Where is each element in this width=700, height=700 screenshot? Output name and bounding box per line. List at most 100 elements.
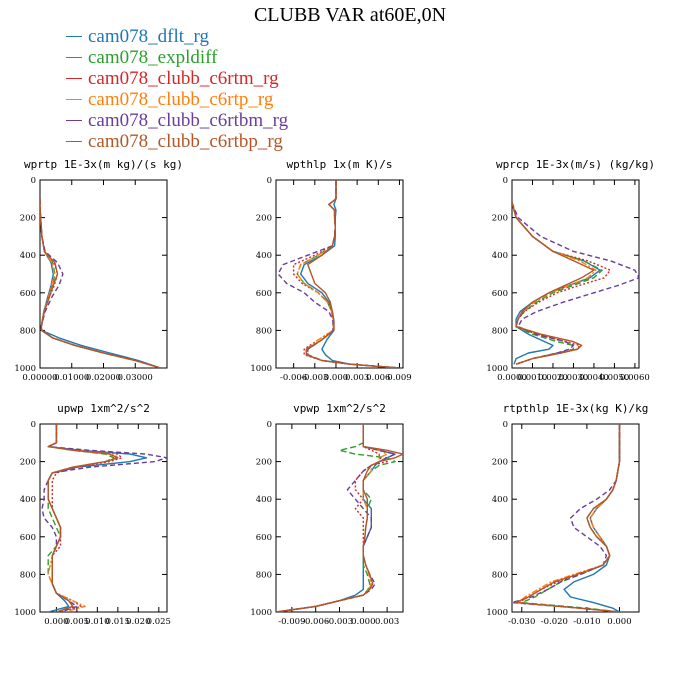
series-line: [277, 180, 400, 368]
plot-frame: [511, 179, 640, 369]
x-tick-label: -0.009: [278, 617, 305, 627]
series-line: [512, 202, 595, 365]
series-line: [276, 424, 396, 612]
legend-label: cam078_clubb_c6rtbp_rg: [88, 130, 283, 152]
x-tick-label: 0.0010: [518, 373, 548, 383]
y-tick-label: 1000: [486, 364, 508, 374]
legend-swatch: [66, 141, 82, 142]
y-tick-label: 1000: [14, 608, 36, 618]
y-tick-label: 600: [20, 289, 36, 299]
y-tick-label: 800: [256, 570, 272, 580]
panel-title: vpwp 1xm^2/s^2: [293, 402, 386, 415]
y-tick-label: 200: [20, 458, 36, 468]
x-tick-label: 0.0050: [600, 373, 630, 383]
x-tick-label: -0.030: [508, 617, 535, 627]
series-line: [276, 424, 396, 612]
series-line: [300, 180, 400, 368]
x-tick-label: 0.020: [126, 617, 150, 627]
x-tick-label: 0.003: [345, 373, 369, 383]
panel-title: rtpthlp 1E-3x(kg K)/kg: [503, 402, 649, 415]
x-tick-label: 0.02000: [86, 373, 121, 383]
series-line: [40, 198, 161, 368]
y-tick-label: 400: [492, 251, 508, 261]
legend-entry: cam078_expldiff: [66, 47, 288, 68]
y-tick-label: 0: [503, 176, 508, 186]
series-line: [40, 198, 161, 368]
legend-entry: cam078_clubb_c6rtbm_rg: [66, 110, 288, 131]
y-tick-label: 1000: [14, 364, 36, 374]
legend-entry: cam078_dflt_rg: [66, 26, 288, 47]
series-line: [40, 198, 161, 368]
y-tick-label: 800: [20, 326, 36, 336]
series-line: [517, 424, 621, 612]
legend: cam078_dflt_rg cam078_expldiff cam078_cl…: [66, 26, 288, 152]
legend-label: cam078_clubb_c6rtbm_rg: [88, 109, 289, 131]
x-tick-label: 0.015: [106, 617, 130, 627]
series-line: [512, 202, 639, 365]
x-tick-label: 0.0060: [620, 373, 650, 383]
legend-label: cam078_clubb_c6rtm_rg: [88, 67, 279, 89]
x-tick-label: -0.003: [326, 617, 353, 627]
x-tick-label: 0.025: [147, 617, 171, 627]
y-tick-label: 0: [31, 176, 36, 186]
y-tick-label: 600: [256, 289, 272, 299]
x-tick-label: 0.00000: [22, 373, 57, 383]
series-line: [512, 424, 621, 612]
y-tick-label: 1000: [250, 608, 272, 618]
y-tick-label: 200: [20, 214, 36, 224]
legend-entry: cam078_clubb_c6rtbp_rg: [66, 131, 288, 152]
plot-frame: [511, 423, 640, 613]
legend-swatch: [66, 36, 82, 37]
legend-swatch: [66, 120, 82, 121]
series-line: [41, 424, 167, 612]
legend-entry: cam078_clubb_c6rtm_rg: [66, 68, 288, 89]
series-line: [514, 424, 621, 612]
y-tick-label: 400: [20, 495, 36, 505]
y-tick-label: 0: [503, 420, 508, 430]
panel-title: upwp 1xm^2/s^2: [57, 402, 150, 415]
legend-swatch: [66, 78, 82, 79]
series-line: [47, 424, 119, 612]
series-line: [40, 198, 161, 368]
y-tick-label: 600: [492, 533, 508, 543]
x-tick-label: 0.005: [65, 617, 89, 627]
page-title: CLUBB VAR at60E,0N: [253, 4, 447, 26]
y-tick-label: 800: [20, 570, 36, 580]
x-tick-label: -0.010: [573, 617, 600, 627]
series-line: [512, 202, 603, 365]
y-tick-label: 800: [256, 326, 272, 336]
y-tick-label: 0: [267, 420, 272, 430]
legend-label: cam078_clubb_c6rtp_rg: [88, 88, 274, 110]
series-line: [292, 180, 400, 368]
y-tick-label: 200: [256, 458, 272, 468]
x-tick-label: 0.000: [351, 617, 375, 627]
x-tick-label: 0.003: [375, 617, 399, 627]
series-line: [40, 198, 161, 368]
series-line: [512, 202, 601, 365]
x-tick-label: -0.020: [541, 617, 568, 627]
legend-swatch: [66, 99, 82, 100]
y-tick-label: 400: [492, 495, 508, 505]
y-tick-label: 200: [256, 214, 272, 224]
y-tick-label: 1000: [250, 364, 272, 374]
y-tick-label: 400: [256, 251, 272, 261]
x-tick-label: 0.0030: [559, 373, 589, 383]
y-tick-label: 0: [31, 420, 36, 430]
series-line: [517, 424, 621, 612]
y-tick-label: 600: [256, 533, 272, 543]
panel-title: wpthlp 1x(m K)/s: [287, 158, 393, 171]
legend-label: cam078_dflt_rg: [88, 25, 210, 47]
legend-swatch: [66, 57, 82, 58]
x-tick-label: 0.03000: [118, 373, 153, 383]
plot-frame: [275, 179, 404, 369]
y-tick-label: 800: [492, 570, 508, 580]
y-tick-label: 600: [492, 289, 508, 299]
panel-title: wprcp 1E-3x(m/s) (kg/kg): [496, 158, 655, 171]
series-line: [276, 424, 396, 612]
y-tick-label: 800: [492, 326, 508, 336]
x-tick-label: 0.0040: [579, 373, 609, 383]
y-tick-label: 200: [492, 458, 508, 468]
x-tick-label: 0.010: [85, 617, 109, 627]
x-tick-label: 0.006: [366, 373, 390, 383]
x-tick-label: 0.0020: [538, 373, 568, 383]
